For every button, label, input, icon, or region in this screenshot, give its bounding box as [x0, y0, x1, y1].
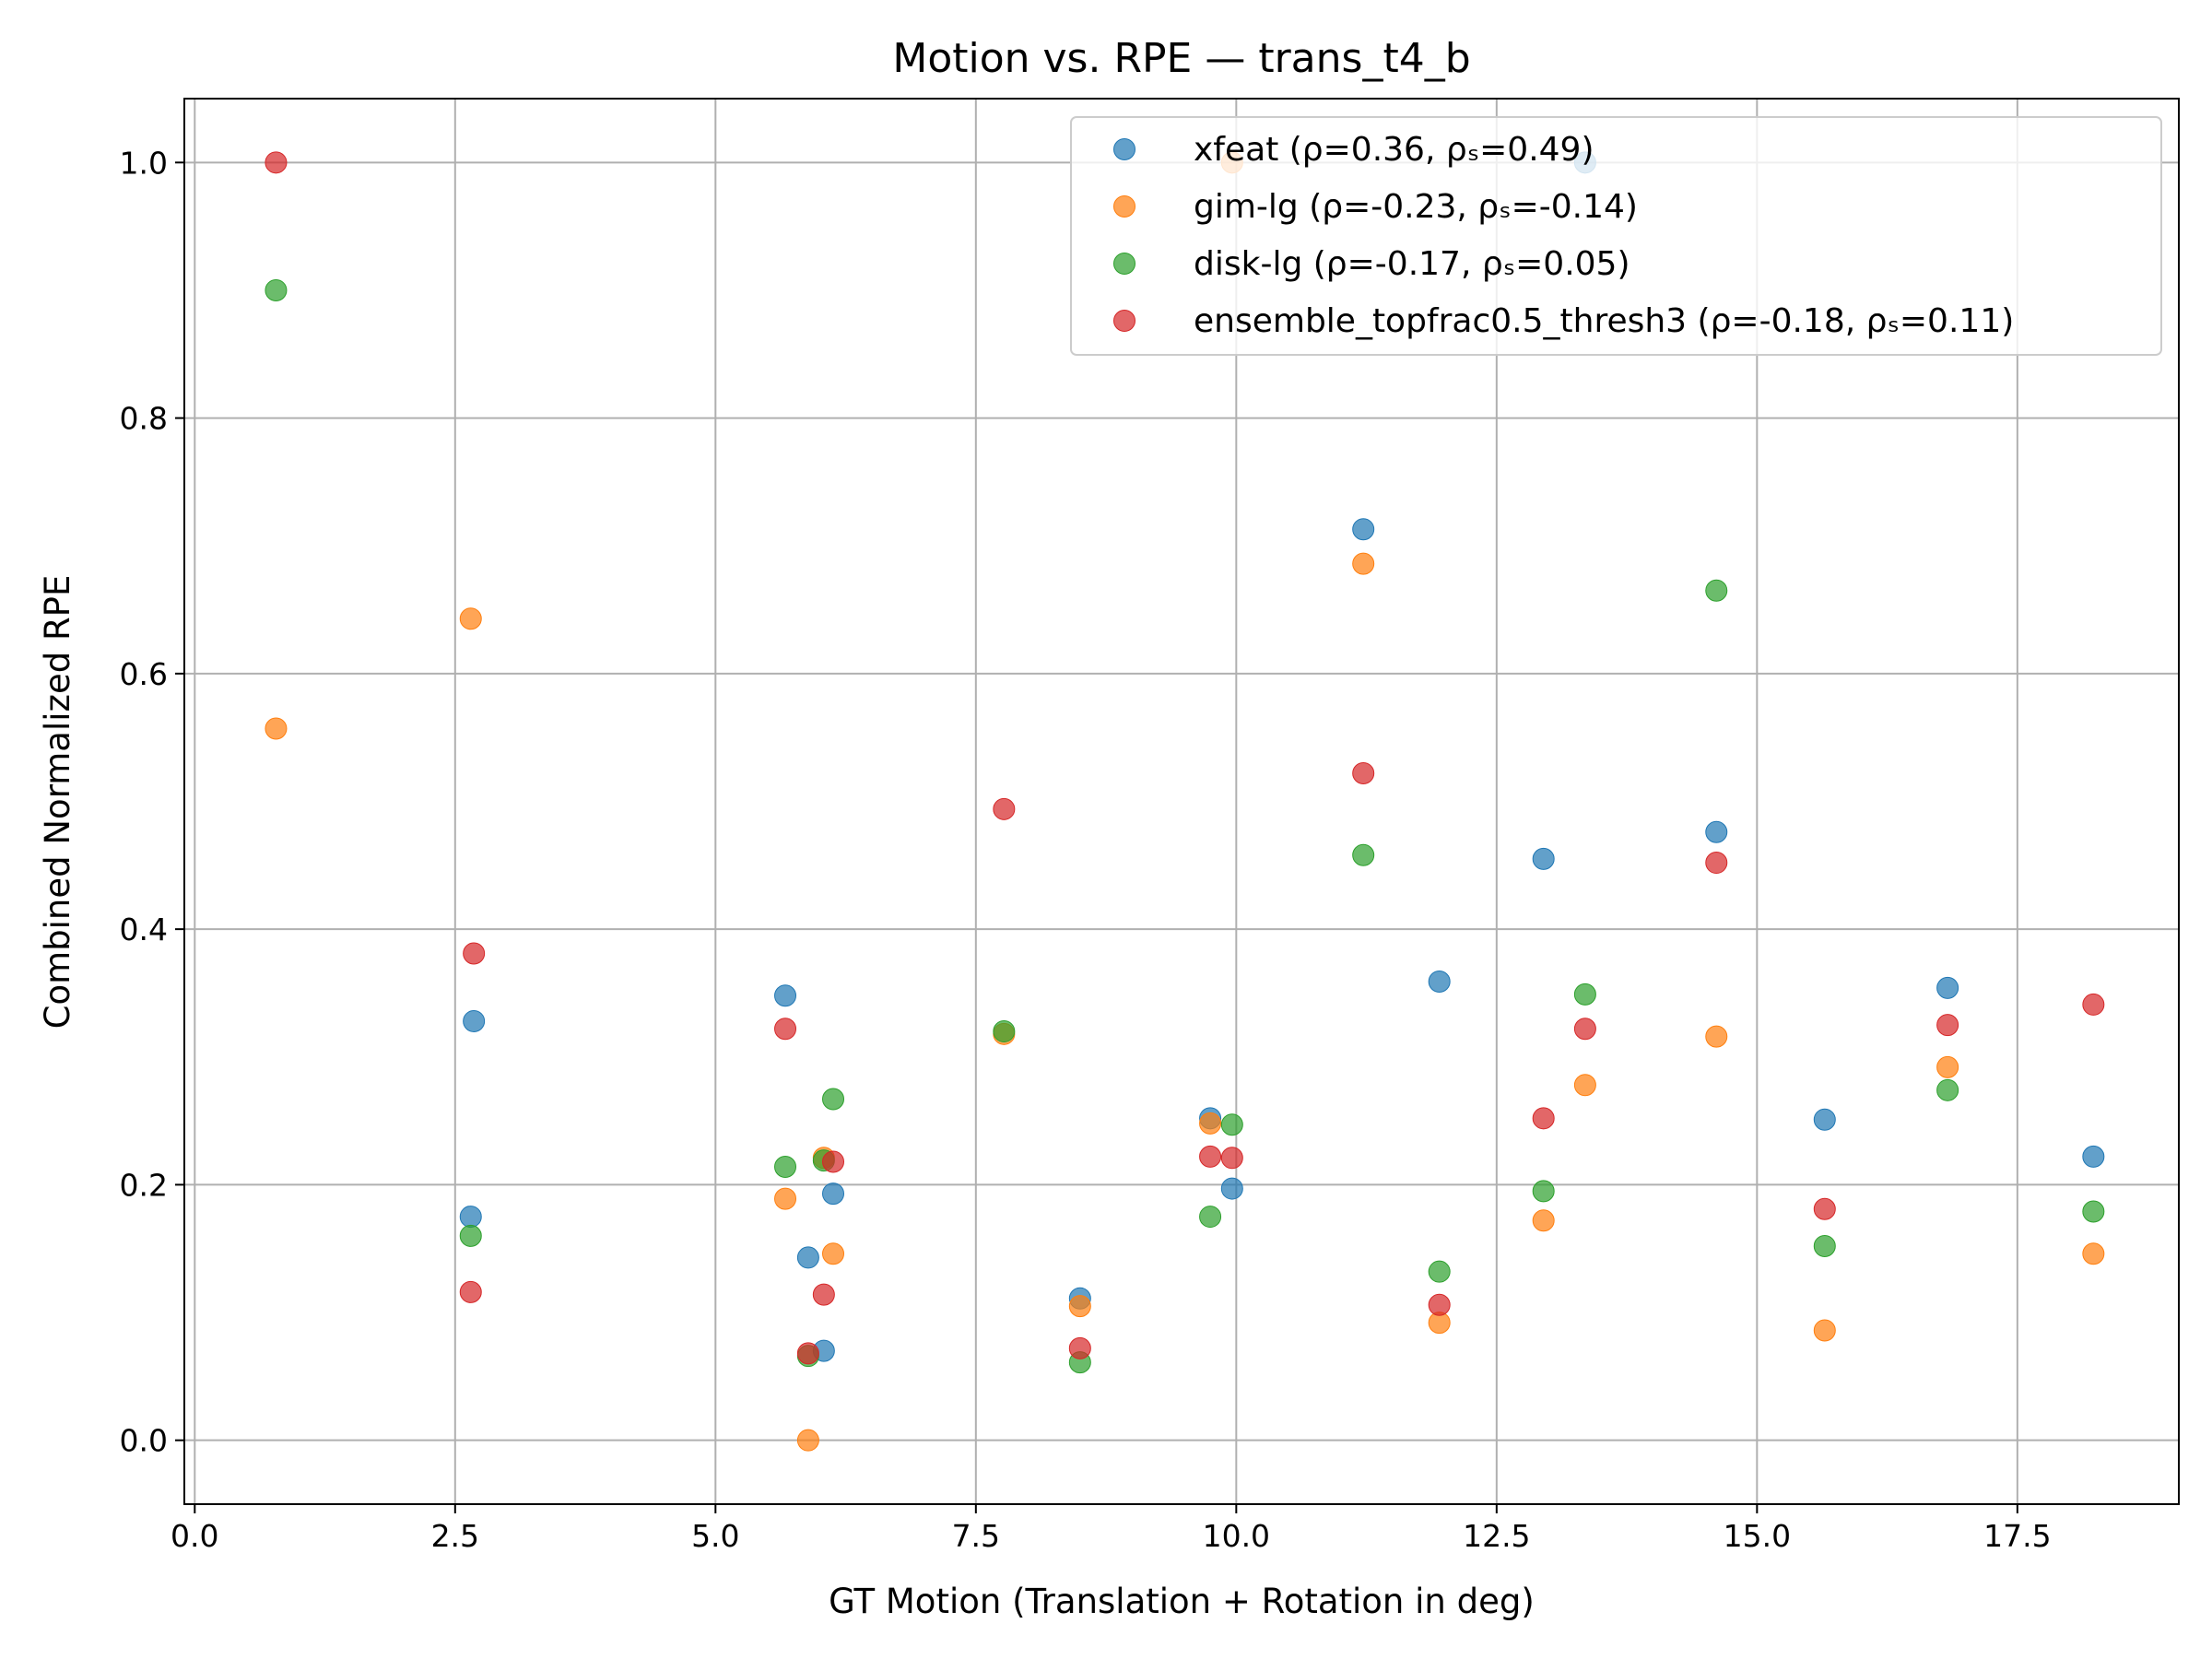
x-tick-label: 15.0 — [1724, 1518, 1791, 1554]
point-series-4 — [1813, 1197, 1836, 1220]
x-axis-label: GT Motion (Translation + Rotation in deg… — [829, 1582, 1535, 1621]
point-series-1 — [459, 1206, 482, 1229]
point-series-2 — [774, 1187, 797, 1210]
legend-marker — [1113, 138, 1135, 160]
point-series-2 — [796, 1429, 819, 1452]
x-tick-label: 2.5 — [431, 1518, 479, 1554]
legend-label: ensemble_topfrac0.5_thresh3 (ρ=-0.18, ρₛ… — [1194, 302, 2014, 340]
point-series-2 — [1199, 1112, 1222, 1135]
point-series-3 — [993, 1020, 1016, 1043]
y-axis-label: Combined Normalized RPE — [38, 575, 77, 1030]
point-series-2 — [822, 1242, 845, 1265]
point-series-1 — [1936, 976, 1959, 999]
y-tick-label: 0.6 — [120, 656, 168, 692]
point-series-4 — [1705, 852, 1728, 875]
point-series-2 — [1936, 1055, 1959, 1078]
x-tick-label: 7.5 — [952, 1518, 1000, 1554]
point-series-2 — [1068, 1295, 1091, 1318]
point-series-2 — [1813, 1319, 1836, 1342]
point-series-3 — [1705, 579, 1728, 602]
point-series-4 — [1199, 1145, 1222, 1168]
y-tick-label: 0.4 — [120, 912, 168, 947]
axis-ticks: 0.0 2.5 5.0 7.5 10.0 12.5 15.0 17.5 0.0 0.2 0.4 0.6… — [120, 145, 2052, 1554]
point-series-3 — [1936, 1078, 1959, 1101]
point-series-4 — [822, 1150, 845, 1173]
point-series-4 — [459, 1280, 482, 1303]
point-series-4 — [993, 797, 1016, 820]
x-tick-label: 17.5 — [1983, 1518, 2051, 1554]
legend-box — [1070, 116, 2162, 356]
point-series-3 — [1532, 1180, 1555, 1203]
point-series-3 — [2082, 1200, 2105, 1223]
point-series-1 — [822, 1182, 845, 1206]
point-series-3 — [265, 278, 288, 301]
point-series-4 — [812, 1283, 835, 1306]
point-series-4 — [265, 151, 288, 174]
point-series-3 — [1199, 1206, 1222, 1229]
point-series-4 — [796, 1342, 819, 1365]
point-series-3 — [1220, 1113, 1243, 1136]
point-series-1 — [1428, 970, 1451, 993]
point-series-3 — [1352, 843, 1375, 866]
point-series-2 — [2082, 1242, 2105, 1265]
x-tick-label: 12.5 — [1463, 1518, 1530, 1554]
legend-label: gim-lg (ρ=-0.23, ρₛ=-0.14) — [1194, 188, 1638, 226]
point-series-1 — [2082, 1145, 2105, 1168]
point-series-1 — [774, 984, 797, 1007]
point-series-1 — [796, 1246, 819, 1269]
point-series-3 — [1573, 982, 1596, 1006]
point-series-4 — [1428, 1293, 1451, 1316]
point-series-3 — [774, 1156, 797, 1178]
point-series-3 — [459, 1224, 482, 1247]
point-series-1 — [1220, 1177, 1243, 1200]
x-tick-label: 5.0 — [691, 1518, 739, 1554]
point-series-2 — [1573, 1074, 1596, 1097]
point-series-4 — [2082, 993, 2105, 1016]
data-points — [265, 151, 2105, 1452]
legend: xfeat (ρ=0.36, ρₛ=0.49) gim-lg (ρ=-0.23, … — [1070, 116, 2162, 356]
point-series-1 — [463, 1009, 486, 1032]
point-series-4 — [463, 942, 486, 965]
point-series-1 — [1532, 847, 1555, 870]
point-series-2 — [1352, 552, 1375, 575]
point-series-4 — [1532, 1107, 1555, 1130]
point-series-4 — [1573, 1018, 1596, 1041]
x-tick-label: 10.0 — [1203, 1518, 1270, 1554]
legend-label: xfeat (ρ=0.36, ρₛ=0.49) — [1194, 131, 1594, 169]
point-series-2 — [1532, 1209, 1555, 1232]
point-series-4 — [1068, 1336, 1091, 1359]
legend-marker — [1113, 253, 1135, 275]
y-tick-label: 0.2 — [120, 1167, 168, 1203]
point-series-1 — [1813, 1108, 1836, 1131]
y-tick-label: 0.0 — [120, 1423, 168, 1459]
y-tick-label: 1.0 — [120, 145, 168, 181]
point-series-1 — [1352, 518, 1375, 541]
point-series-2 — [1705, 1025, 1728, 1048]
point-series-4 — [1936, 1014, 1959, 1037]
point-series-4 — [1352, 762, 1375, 784]
legend-label: disk-lg (ρ=-0.17, ρₛ=0.05) — [1194, 245, 1630, 283]
chart-title: Motion vs. RPE — trans_t4_b — [892, 35, 1470, 82]
point-series-3 — [822, 1088, 845, 1111]
point-series-4 — [774, 1018, 797, 1041]
legend-marker — [1113, 195, 1135, 218]
point-series-3 — [1428, 1260, 1451, 1283]
legend-marker — [1113, 310, 1135, 332]
plot-frame — [183, 98, 2180, 1505]
point-series-4 — [1220, 1147, 1243, 1170]
point-series-1 — [1705, 820, 1728, 843]
x-tick-label: 0.0 — [171, 1518, 218, 1554]
point-series-2 — [459, 607, 482, 630]
point-series-3 — [1813, 1234, 1836, 1257]
y-tick-label: 0.8 — [120, 401, 168, 437]
point-series-2 — [265, 717, 288, 740]
